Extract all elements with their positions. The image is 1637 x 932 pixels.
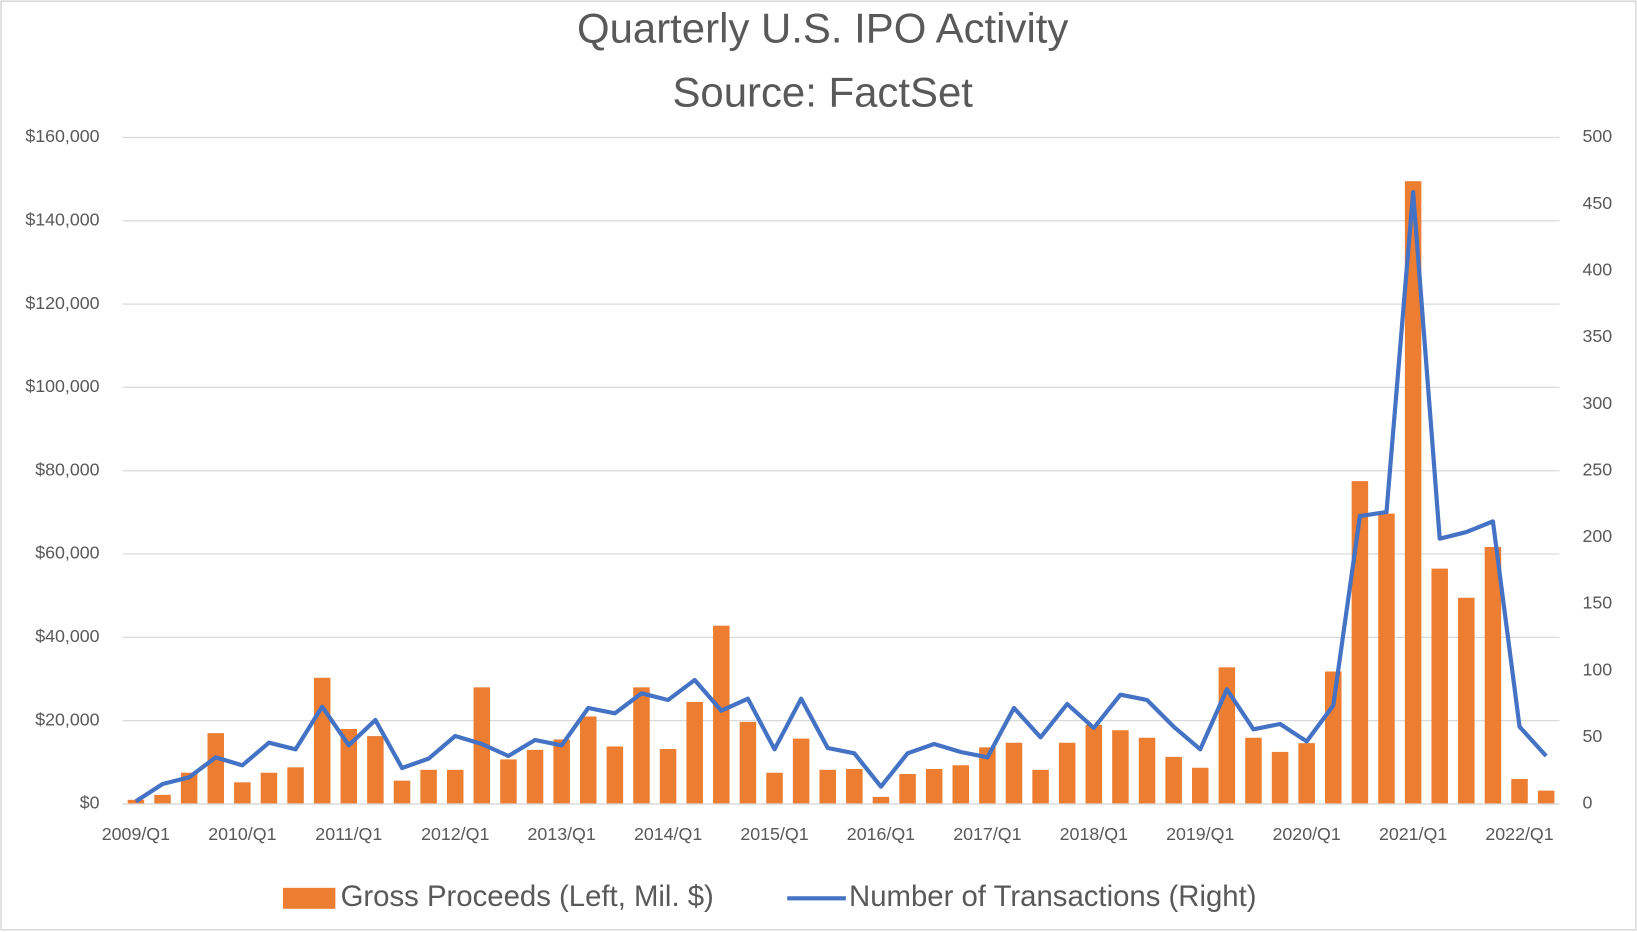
chart-subtitle: Source: FactSet — [672, 69, 973, 116]
y2-tick-label: 300 — [1583, 393, 1613, 413]
bar — [979, 747, 996, 804]
bar — [340, 728, 358, 804]
bar — [1458, 597, 1475, 804]
bar — [899, 773, 916, 804]
bar — [500, 759, 517, 804]
x-tick-label: 2014/Q1 — [634, 824, 702, 844]
bar — [713, 625, 730, 804]
y-tick-label: $160,000 — [25, 126, 99, 146]
bar — [1537, 790, 1555, 804]
bar — [1165, 756, 1182, 804]
y2-tick-label: 0 — [1583, 793, 1593, 813]
y2-tick-label: 150 — [1583, 593, 1613, 613]
bar — [766, 772, 783, 804]
bar — [1112, 730, 1129, 804]
bar — [180, 772, 198, 804]
bar — [1404, 181, 1422, 804]
y2-tick-label: 250 — [1583, 459, 1613, 479]
bar — [1085, 724, 1103, 804]
bar — [1378, 513, 1395, 804]
legend-swatch — [282, 887, 336, 909]
y2-tick-label: 450 — [1583, 193, 1613, 213]
bar — [739, 721, 757, 804]
y2-tick-label: 400 — [1583, 259, 1613, 279]
x-tick-label: 2017/Q1 — [953, 824, 1021, 844]
bar — [1138, 737, 1156, 804]
y-tick-label: $60,000 — [35, 543, 99, 563]
bar — [1511, 778, 1528, 804]
bar — [127, 799, 145, 804]
bar — [1271, 751, 1289, 804]
bar — [819, 769, 836, 804]
legend-label: Number of Transactions (Right) — [849, 880, 1257, 913]
x-tick-label: 2015/Q1 — [740, 824, 808, 844]
bar — [633, 687, 650, 804]
bar — [526, 749, 544, 804]
bar — [606, 746, 624, 804]
x-tick-label: 2011/Q1 — [315, 824, 382, 844]
y2-tick-label: 500 — [1583, 126, 1613, 146]
bar — [1325, 671, 1342, 804]
bar — [846, 768, 863, 804]
bar — [154, 794, 171, 804]
bar — [313, 677, 331, 804]
bar — [1032, 769, 1049, 804]
bar — [287, 767, 304, 804]
y-tick-label: $20,000 — [35, 709, 99, 729]
bar — [260, 772, 278, 804]
bar — [446, 769, 464, 804]
bar — [925, 768, 943, 804]
bar — [1431, 568, 1448, 804]
x-tick-label: 2021/Q1 — [1379, 824, 1447, 844]
y-tick-label: $140,000 — [25, 209, 99, 229]
y-tick-label: $100,000 — [25, 376, 99, 396]
x-tick-label: 2012/Q1 — [421, 824, 489, 844]
x-tick-label: 2016/Q1 — [847, 824, 915, 844]
bar — [393, 780, 411, 804]
bar — [234, 782, 251, 804]
x-tick-label: 2010/Q1 — [208, 824, 276, 844]
bar — [553, 739, 570, 804]
y-tick-label: $120,000 — [25, 293, 99, 313]
bar — [1005, 742, 1023, 804]
chart-title: Quarterly U.S. IPO Activity — [577, 5, 1068, 52]
bar — [367, 736, 384, 804]
line — [134, 190, 1548, 804]
bar — [792, 738, 810, 804]
bar — [659, 748, 677, 804]
bar — [207, 733, 224, 804]
bar — [872, 796, 890, 804]
y-tick-label: $80,000 — [35, 459, 99, 479]
legend-label: Gross Proceeds (Left, Mil. $) — [341, 880, 714, 913]
x-tick-label: 2019/Q1 — [1166, 824, 1234, 844]
bar — [420, 769, 437, 804]
y2-tick-label: 200 — [1583, 526, 1613, 546]
x-tick-label: 2009/Q1 — [102, 824, 170, 844]
bar — [1191, 767, 1209, 804]
bar — [1484, 546, 1502, 804]
x-tick-label: 2013/Q1 — [528, 824, 596, 844]
bar — [580, 716, 597, 804]
bar — [952, 765, 970, 804]
bar — [1245, 737, 1262, 804]
y2-tick-label: 50 — [1583, 726, 1603, 746]
x-tick-label: 2022/Q1 — [1485, 824, 1553, 844]
bar — [1058, 742, 1076, 804]
y-tick-label: $40,000 — [35, 626, 99, 646]
y2-tick-label: 350 — [1583, 326, 1613, 346]
bar — [686, 701, 703, 804]
y2-tick-label: 100 — [1583, 659, 1613, 679]
x-tick-label: 2020/Q1 — [1273, 824, 1341, 844]
bar — [1298, 743, 1315, 804]
y-tick-label: $0 — [80, 793, 100, 813]
x-tick-label: 2018/Q1 — [1060, 824, 1128, 844]
bar — [1351, 481, 1369, 804]
